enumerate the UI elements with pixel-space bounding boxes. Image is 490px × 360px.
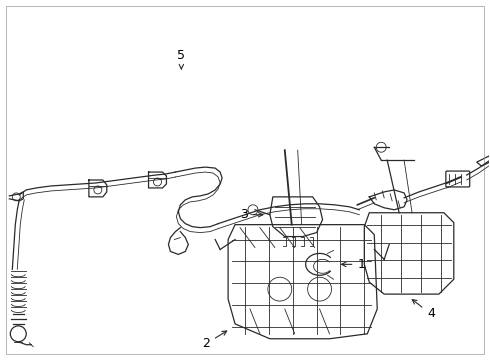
Text: 1: 1 [342,258,365,271]
Text: 2: 2 [202,331,227,350]
Text: 3: 3 [240,208,263,221]
Text: 5: 5 [177,49,185,69]
Text: 4: 4 [412,300,435,320]
